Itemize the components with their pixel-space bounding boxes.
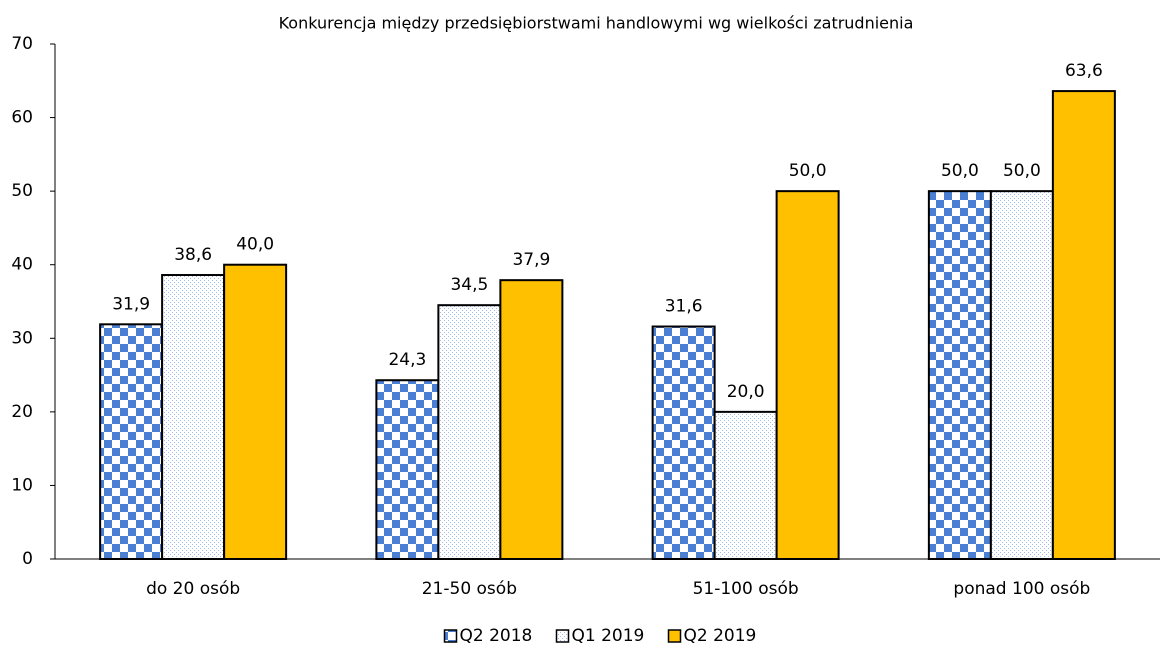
y-tick-label: 60: [11, 108, 33, 128]
y-tick-label: 70: [11, 34, 33, 54]
bar: [223, 263, 288, 560]
legend-swatch: [555, 629, 570, 643]
legend-label: Q2 2018: [460, 626, 533, 646]
bar: [1051, 90, 1116, 560]
value-label: 31,6: [665, 297, 703, 317]
value-label: 50,0: [789, 161, 827, 181]
value-label: 63,6: [1065, 61, 1103, 81]
bar: [775, 190, 840, 560]
legend-swatch: [443, 629, 458, 643]
value-label: 38,6: [174, 245, 212, 265]
bar: [161, 274, 226, 560]
value-label: 40,0: [236, 235, 274, 255]
value-label: 34,5: [450, 275, 488, 295]
chart-title: Konkurencja między przedsiębiorstwami ha…: [279, 14, 914, 33]
legend-label: Q2 2019: [684, 626, 757, 646]
y-tick-label: 50: [11, 181, 33, 201]
bar: [499, 279, 564, 560]
bar: [437, 304, 502, 560]
legend-swatch: [667, 629, 682, 643]
y-tick-label: 0: [22, 549, 33, 569]
value-label: 50,0: [941, 161, 979, 181]
x-tick-label: 51-100 osób: [693, 579, 799, 599]
bar: [713, 410, 778, 560]
bar: [651, 325, 716, 560]
legend-label: Q1 2019: [572, 626, 645, 646]
x-tick-label: 21-50 osób: [422, 579, 517, 599]
bar: [927, 190, 992, 560]
value-label: 31,9: [112, 294, 150, 314]
value-label: 50,0: [1003, 161, 1041, 181]
value-label: 24,3: [388, 350, 426, 370]
y-tick-label: 10: [11, 475, 33, 495]
y-tick-label: 20: [11, 402, 33, 422]
value-label: 20,0: [727, 382, 765, 402]
bar: [375, 379, 440, 560]
value-label: 37,9: [512, 250, 550, 270]
x-tick-label: ponad 100 osób: [953, 579, 1090, 599]
bar: [989, 190, 1054, 560]
bar: [99, 323, 164, 560]
y-tick-label: 30: [11, 328, 33, 348]
x-tick-label: do 20 osób: [146, 579, 240, 599]
y-tick-label: 40: [11, 255, 33, 275]
